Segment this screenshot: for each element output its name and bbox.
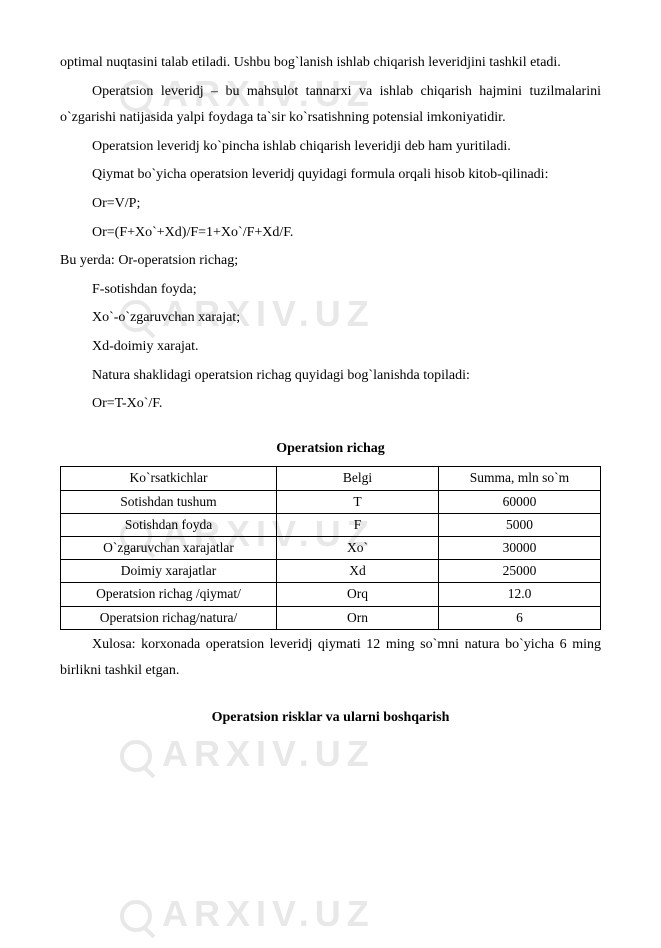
table-row: Sotishdan foyda F 5000	[61, 513, 601, 536]
section-heading: Operatsion risklar va ularni boshqarish	[60, 705, 601, 732]
table-cell: 5000	[439, 513, 601, 536]
data-table: Ko`rsatkichlar Belgi Summa, mln so`m Sot…	[60, 466, 601, 630]
table-cell: 25000	[439, 560, 601, 583]
table-cell: 30000	[439, 536, 601, 559]
body-paragraph: F-sotishdan foyda;	[60, 277, 601, 304]
table-cell: Operatsion richag/natura/	[61, 606, 277, 629]
body-paragraph: Xo`-o`zgaruvchan xarajat;	[60, 305, 601, 332]
table-row: Operatsion richag/natura/ Orn 6	[61, 606, 601, 629]
body-paragraph: Operatsion leveridj ko`pincha ishlab chi…	[60, 134, 601, 161]
table-cell: Xo`	[277, 536, 439, 559]
conclusion-paragraph: Xulosa: korxonada operatsion leveridj qi…	[60, 632, 601, 685]
table-cell: O`zgaruvchan xarajatlar	[61, 536, 277, 559]
table-cell: Sotishdan tushum	[61, 490, 277, 513]
page-content: optimal nuqtasini talab etiladi. Ushbu b…	[60, 50, 601, 732]
table-row: Sotishdan tushum T 60000	[61, 490, 601, 513]
table-header-cell: Belgi	[277, 467, 439, 490]
table-cell: Orn	[277, 606, 439, 629]
watermark: ARXIV.UZ	[120, 880, 375, 948]
formula-line: Or=T-Xo`/F.	[60, 391, 601, 418]
table-cell: T	[277, 490, 439, 513]
body-paragraph: Bu yerda: Or-operatsion richag;	[60, 248, 601, 275]
body-paragraph: Operatsion leveridj – bu mahsulot tannar…	[60, 79, 601, 132]
table-header-row: Ko`rsatkichlar Belgi Summa, mln so`m	[61, 467, 601, 490]
table-cell: Operatsion richag /qiymat/	[61, 583, 277, 606]
table-cell: 60000	[439, 490, 601, 513]
formula-line: Or=V/P;	[60, 191, 601, 218]
body-paragraph: Qiymat bo`yicha operatsion leveridj quyi…	[60, 162, 601, 189]
table-row: O`zgaruvchan xarajatlar Xo` 30000	[61, 536, 601, 559]
table-row: Operatsion richag /qiymat/ Orq 12.0	[61, 583, 601, 606]
formula-line: Or=(F+Xo`+Xd)/F=1+Xo`/F+Xd/F.	[60, 220, 601, 247]
table-cell: 12.0	[439, 583, 601, 606]
table-heading: Operatsion richag	[60, 436, 601, 463]
table-row: Doimiy xarajatlar Xd 25000	[61, 560, 601, 583]
body-paragraph: Xd-doimiy xarajat.	[60, 334, 601, 361]
table-cell: Xd	[277, 560, 439, 583]
table-cell: Doimiy xarajatlar	[61, 560, 277, 583]
table-header-cell: Ko`rsatkichlar	[61, 467, 277, 490]
table-cell: F	[277, 513, 439, 536]
table-cell: Sotishdan foyda	[61, 513, 277, 536]
table-cell: Orq	[277, 583, 439, 606]
body-paragraph: Natura shaklidagi operatsion richag quyi…	[60, 363, 601, 390]
body-paragraph: optimal nuqtasini talab etiladi. Ushbu b…	[60, 50, 601, 77]
table-header-cell: Summa, mln so`m	[439, 467, 601, 490]
table-cell: 6	[439, 606, 601, 629]
